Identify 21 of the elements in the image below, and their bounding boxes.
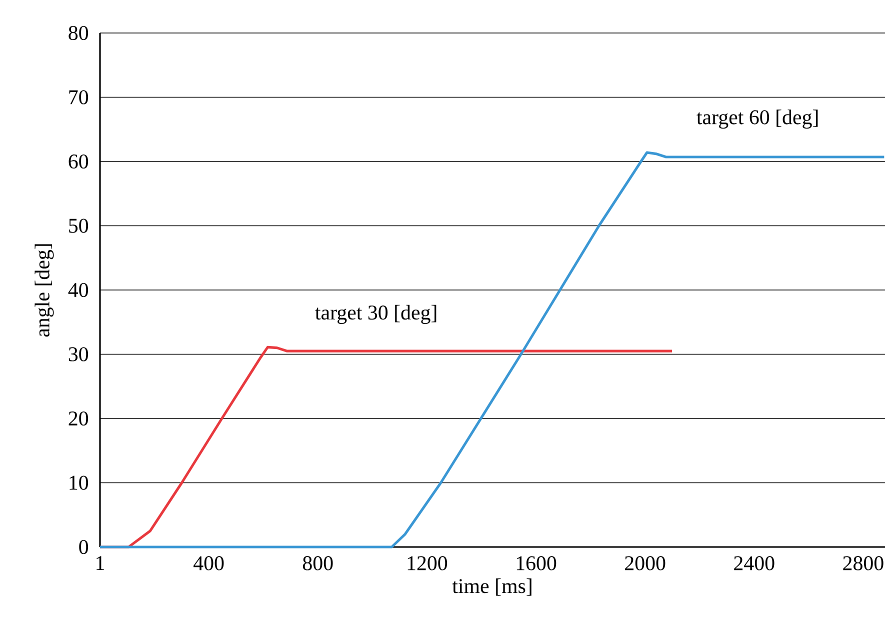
annotation: target 60 [deg] <box>696 110 818 129</box>
y-tick-label: 20 <box>68 411 88 426</box>
x-tick-label: 2000 <box>625 556 666 570</box>
y-tick-label: 80 <box>68 26 88 40</box>
x-tick-label: 1200 <box>408 556 448 570</box>
y-tick-label: 50 <box>69 218 88 233</box>
x-tick-label: 2400 <box>734 556 774 570</box>
y-tick-label: 60 <box>68 154 88 169</box>
y-tick-label: 40 <box>68 282 88 298</box>
x-tick-label: 400 <box>194 556 224 570</box>
x-tick-label: 1 <box>96 556 104 570</box>
y-tick-label: 0 <box>79 540 88 554</box>
x-tick-label: 800 <box>302 556 333 570</box>
y-axis-title: angle [deg] <box>34 244 54 337</box>
x-axis-title: time [ms] <box>452 578 532 596</box>
y-tick-label: 70 <box>69 90 88 104</box>
y-tick-label: 10 <box>70 476 88 490</box>
x-tick-label: 1600 <box>516 556 556 570</box>
y-tick-label: 30 <box>68 347 88 362</box>
annotation: target 30 [deg] <box>315 304 436 324</box>
x-tick-label: 2800 <box>843 556 884 570</box>
